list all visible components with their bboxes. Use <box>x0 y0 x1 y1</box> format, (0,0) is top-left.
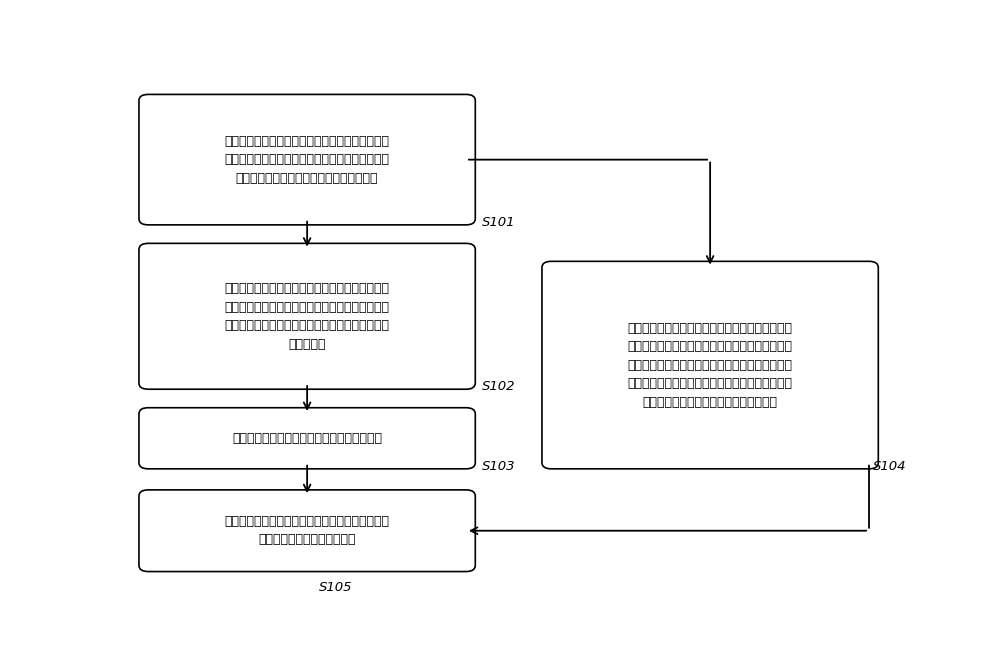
FancyBboxPatch shape <box>542 261 878 469</box>
Text: 将所述滤波因子与所述第二合成地震道数据进行褶
积，得到目标合成地震道数据: 将所述滤波因子与所述第二合成地震道数据进行褶 积，得到目标合成地震道数据 <box>225 515 390 546</box>
Text: S103: S103 <box>482 460 515 473</box>
FancyBboxPatch shape <box>139 243 475 390</box>
Text: S101: S101 <box>482 216 515 229</box>
Text: 对水中检波器所采集的地震道集数据进行静校正处
理，得到静校正后的地震道集数据，所述静校正后
的地震道集数据中包括至少一个地震道数据: 对水中检波器所采集的地震道集数据进行静校正处 理，得到静校正后的地震道集数据，所… <box>225 135 390 185</box>
Text: S102: S102 <box>482 380 515 394</box>
FancyBboxPatch shape <box>139 95 475 225</box>
Text: S105: S105 <box>319 581 352 594</box>
Text: 基于所述第一合成地震道数据，确定滤波因子: 基于所述第一合成地震道数据，确定滤波因子 <box>232 432 382 445</box>
FancyBboxPatch shape <box>139 490 475 572</box>
Text: S104: S104 <box>873 460 906 473</box>
FancyBboxPatch shape <box>139 408 475 469</box>
Text: 对所述静校正后的地震道集数据进行时差校正，得
到时差校正后的地震道集数据，对时差校正后的地
震道集数据进行第二偏移成像处理，并对第二偏移
成像后的地震道集数据中: 对所述静校正后的地震道集数据进行时差校正，得 到时差校正后的地震道集数据，对时差… <box>628 321 793 409</box>
Text: 对所述静校正后的地震道集数据进行第一偏移成像
处理，并对第一偏移成像后的地震道集数据中至少
两个地震道数据进行第一叠加处理，得到第一合成
地震道数据: 对所述静校正后的地震道集数据进行第一偏移成像 处理，并对第一偏移成像后的地震道集… <box>225 282 390 351</box>
